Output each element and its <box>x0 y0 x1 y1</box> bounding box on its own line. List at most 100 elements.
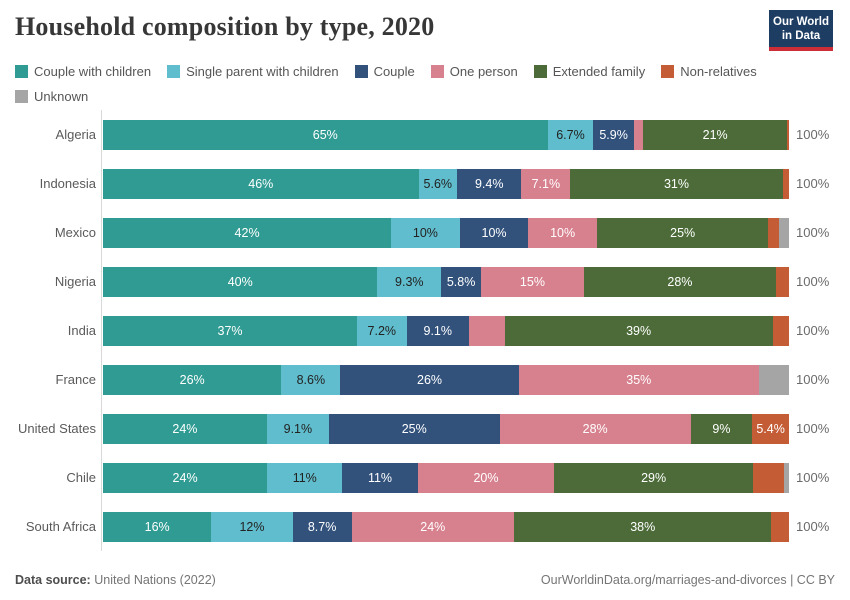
bar-segment <box>768 217 780 248</box>
bar-segment: 10% <box>391 217 460 248</box>
legend-label: Extended family <box>552 64 646 79</box>
data-source-value: United Nations (2022) <box>94 573 216 587</box>
bar-segment: 21% <box>643 119 787 150</box>
legend-label: Unknown <box>34 89 89 104</box>
bar-row: Algeria 65% 6.7% 5.9% 21% 100% <box>15 110 835 159</box>
bar-segment: 42% <box>103 217 392 248</box>
bar-segment: 9.4% <box>456 168 522 199</box>
country-label: Nigeria <box>54 274 96 289</box>
bar-segment <box>786 119 789 150</box>
stacked-bar: 42% 10% 10% 10% 25% <box>103 217 789 248</box>
y-axis-line <box>101 110 102 551</box>
bar-segment: 31% <box>570 168 783 199</box>
total-label: 100% <box>796 470 830 485</box>
chart-legend: Couple with children Single parent with c… <box>15 64 825 104</box>
bar-segment: 11% <box>342 462 418 493</box>
stacked-bar: 46% 5.6% 9.4% 7.1% 31% <box>103 168 789 199</box>
bar-segment: 29% <box>554 462 753 493</box>
country-label: Chile <box>66 470 96 485</box>
page-title: Household composition by type, 2020 <box>15 12 435 41</box>
bar-segment <box>782 168 789 199</box>
stacked-bar: 24% 9.1% 25% 28% 9% 5.4% <box>103 413 789 444</box>
country-label: Mexico <box>54 225 96 240</box>
attribution-link[interactable]: OurWorldinData.org/marriages-and-divorce… <box>540 573 835 587</box>
legend-label: One person <box>449 64 518 79</box>
total-label: 100% <box>796 225 830 240</box>
stacked-bar: 16% 12% 8.7% 24% 38% <box>103 511 789 542</box>
stacked-bar: 24% 11% 11% 20% 29% <box>103 462 789 493</box>
bar-segment <box>772 315 789 346</box>
bar-segment: 5.9% <box>593 119 634 150</box>
owid-logo-line1: Our World <box>773 16 830 28</box>
owid-logo: Our World in Data <box>769 10 833 52</box>
bar-segment: 25% <box>596 217 769 248</box>
bar-row: Indonesia 46% 5.6% 9.4% 7.1% 31% 100% <box>15 159 835 208</box>
bar-segment: 39% <box>504 315 773 346</box>
legend-label: Non-relatives <box>680 64 757 79</box>
country-label: France <box>55 372 96 387</box>
bar-segment <box>752 462 785 493</box>
bar-segment: 9% <box>690 413 753 444</box>
bar-segment: 7.2% <box>357 315 407 346</box>
bar-segment <box>784 462 789 493</box>
total-label: 100% <box>796 519 830 534</box>
chart-footer: Data source: United Nations (2022) OurWo… <box>15 573 835 587</box>
bar-segment: 8.6% <box>281 364 341 395</box>
bar-segment: 10% <box>528 217 597 248</box>
bar-segment: 10% <box>459 217 529 248</box>
bar-segment: 5.4% <box>752 413 789 444</box>
legend-item: Single parent with children <box>167 64 339 79</box>
bar-segment: 12% <box>211 511 293 542</box>
legend-swatch-icon <box>15 90 28 103</box>
legend-swatch-icon <box>354 65 368 78</box>
bar-segment <box>758 364 789 395</box>
bar-segment: 37% <box>103 315 358 346</box>
bar-row: France 26% 8.6% 26% 35% 100% <box>15 355 835 404</box>
bar-segment: 7.1% <box>521 168 571 199</box>
bar-segment: 38% <box>514 511 772 542</box>
bar-segment: 35% <box>518 364 759 395</box>
legend-swatch-icon <box>167 65 181 78</box>
legend-item: One person <box>430 64 518 79</box>
bar-segment: 26% <box>103 364 282 395</box>
bar-segment: 24% <box>103 462 268 493</box>
bar-segment <box>775 266 789 297</box>
bar-segment: 46% <box>103 168 419 199</box>
bar-row: United States 24% 9.1% 25% 28% 9% 5.4% 100% <box>15 404 835 453</box>
country-label: Algeria <box>55 127 96 142</box>
legend-item: Couple with children <box>15 64 151 79</box>
bar-segment <box>771 511 789 542</box>
bar-segment: 26% <box>340 364 519 395</box>
bar-row: Nigeria 40% 9.3% 5.8% 15% 28% 100% <box>15 257 835 306</box>
bar-segment: 5.8% <box>441 266 481 297</box>
country-label: South Africa <box>25 519 96 534</box>
legend-swatch-icon <box>533 65 547 78</box>
bar-segment: 9.1% <box>266 413 329 444</box>
total-label: 100% <box>796 127 830 142</box>
bar-row: Mexico 42% 10% 10% 10% 25% 100% <box>15 208 835 257</box>
stacked-bar: 65% 6.7% 5.9% 21% <box>103 119 789 150</box>
bar-row: South Africa 16% 12% 8.7% 24% 38% 100% <box>15 502 835 551</box>
legend-item: Couple <box>354 64 415 79</box>
bar-segment: 6.7% <box>547 119 594 150</box>
country-label: India <box>67 323 96 338</box>
bar-segment: 15% <box>480 266 584 297</box>
legend-label: Couple <box>373 64 415 79</box>
stacked-bar: 37% 7.2% 9.1% 39% <box>103 315 789 346</box>
bar-segment: 16% <box>103 511 212 542</box>
total-label: 100% <box>796 274 830 289</box>
stacked-bar: 40% 9.3% 5.8% 15% 28% <box>103 266 789 297</box>
legend-item: Unknown <box>15 89 88 104</box>
total-label: 100% <box>796 176 830 191</box>
bar-segment: 9.1% <box>406 315 469 346</box>
bar-segment: 5.6% <box>418 168 457 199</box>
legend-swatch-icon <box>430 65 444 78</box>
bar-segment: 40% <box>103 266 378 297</box>
country-label: United States <box>17 421 96 436</box>
legend-item: Extended family <box>533 64 646 79</box>
legend-item: Non-relatives <box>661 64 757 79</box>
country-label: Indonesia <box>39 176 96 191</box>
bar-segment: 8.7% <box>292 511 352 542</box>
bar-segment: 25% <box>328 413 500 444</box>
